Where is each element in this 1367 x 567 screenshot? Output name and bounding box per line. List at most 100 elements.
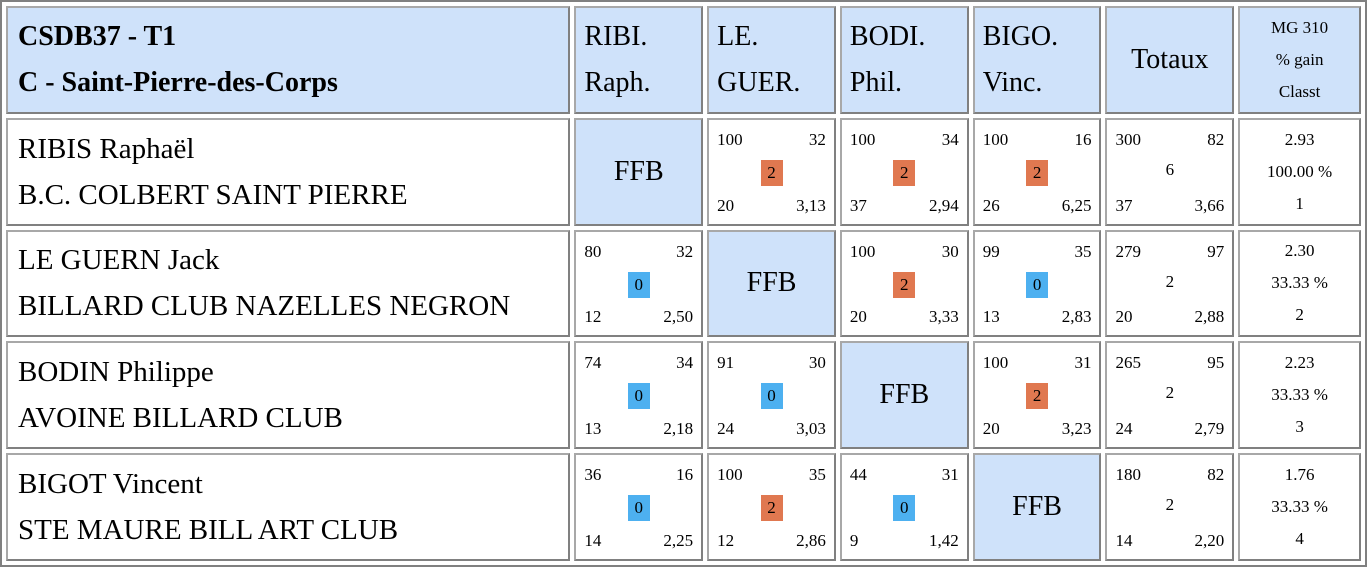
points-value: 91 [717,353,735,373]
player-cell: BODIN Philippe AVOINE BILLARD CLUB [6,341,571,450]
col-header-line1: RIBI. [584,20,648,52]
mg-percent: 33.33 % [1271,497,1328,517]
points-value: 100 [717,465,743,485]
ffb-cell: FFB [574,117,704,226]
mg-value: 2.23 [1284,353,1315,373]
score-cell: 265 95 2 24 2,79 [1105,341,1235,450]
mg-rank: 4 [1295,529,1304,549]
mg-rank: 3 [1295,417,1304,437]
win-badge: 2 [893,271,916,298]
score-cell: 279 97 2 20 2,88 [1105,229,1235,338]
result-wrap: 2 [1107,272,1232,292]
player-name: LE GUERN Jack [18,244,220,277]
player-row: LE GUERN Jack BILLARD CLUB NAZELLES NEGRO… [6,229,1361,338]
total-result: 2 [1165,383,1175,403]
score-cell: 99 35 0 13 2,83 [972,229,1102,338]
serie-value: 30 [941,241,959,261]
score-cell: 100 32 2 20 3,13 [707,117,836,226]
points-value: 265 [1115,353,1141,373]
col-header-2: LE. GUER. [707,6,836,114]
moyenne-value: 2,20 [1194,531,1225,550]
result-wrap: 2 [1107,383,1232,403]
score-cell: 180 82 2 14 2,20 [1105,453,1235,561]
win-badge: 2 [1026,159,1049,186]
totals-header: Totaux [1105,6,1235,114]
col-header-line2: Raph. [584,66,651,98]
col-header-line1: BIGO. [982,20,1059,52]
mg-rank: 1 [1295,193,1304,213]
result-wrap: 0 [576,271,701,298]
mg-value: 2.93 [1284,129,1315,149]
player-name: BIGOT Vincent [18,468,203,501]
player-row: BIGOT Vincent STE MAURE BILL ART CLUB 36 16… [6,453,1361,561]
moyenne-value: 2,88 [1194,307,1225,327]
loss-badge: 0 [627,383,650,410]
score-cell: 91 30 0 24 3,03 [707,341,836,450]
score-cell: 100 16 2 26 6,25 [972,117,1102,226]
mg-header-line2: % gain [1275,49,1324,69]
points-value: 80 [584,241,602,261]
col-header-1: RIBI. Raph. [574,6,704,114]
header-row: CSDB37 - T1 C - Saint-Pierre-des-Corps R… [6,6,1361,114]
reprises-value: 20 [1115,307,1133,327]
score-cell: 74 34 0 13 2,18 [574,341,704,450]
serie-value: 82 [1207,465,1225,485]
mg-header-line3: Classt [1278,81,1321,101]
win-badge: 2 [760,495,783,522]
ffb-cell: FFB [707,229,836,338]
mg-header: MG 310 % gain Classt [1238,6,1361,114]
player-name: BODIN Philippe [18,356,214,389]
player-row: BODIN Philippe AVOINE BILLARD CLUB 74 34 0 13… [6,341,1361,450]
serie-value: 97 [1207,241,1225,261]
result-wrap: 6 [1107,160,1232,180]
moyenne-value: 2,83 [1061,307,1092,327]
competition-title: CSDB37 - T1 [18,20,177,52]
loss-badge: 0 [893,495,916,522]
reprises-value: 9 [849,531,859,550]
moyenne-value: 3,03 [796,419,826,439]
col-header-4: BIGO. Vinc. [972,6,1102,114]
player-cell: LE GUERN Jack BILLARD CLUB NAZELLES NEGRO… [6,229,571,338]
moyenne-value: 2,94 [928,195,959,215]
loss-badge: 0 [760,383,783,410]
result-wrap: 2 [975,159,1100,186]
win-badge: 2 [893,159,916,186]
col-header-line1: BODI. [849,20,926,52]
competition-subtitle: C - Saint-Pierre-des-Corps [18,66,338,98]
ffb-cell: FFB [839,341,969,450]
reprises-value: 20 [717,195,735,215]
mg-cell: 2.23 33.33 % 3 [1238,341,1361,450]
reprises-value: 26 [982,195,1000,215]
reprises-value: 24 [1115,419,1133,439]
result-wrap: 2 [709,495,834,522]
points-value: 100 [717,129,743,149]
serie-value: 82 [1207,129,1225,149]
total-result: 2 [1165,271,1175,291]
moyenne-value: 3,13 [796,195,826,215]
mg-cell: 1.76 33.33 % 4 [1238,453,1361,561]
total-result: 6 [1165,159,1175,179]
moyenne-value: 2,25 [663,531,694,550]
total-result: 2 [1165,495,1175,515]
reprises-value: 13 [584,419,602,439]
serie-value: 35 [1074,241,1092,261]
mg-header-line1: MG 310 [1271,17,1329,37]
moyenne-value: 6,25 [1061,195,1092,215]
player-club: B.C. COLBERT SAINT PIERRE [18,178,408,211]
points-value: 36 [584,465,602,485]
result-wrap: 2 [842,271,967,298]
serie-value: 34 [676,353,694,373]
col-header-line1: LE. [717,20,759,52]
score-cell: 300 82 6 37 3,66 [1105,117,1235,226]
serie-value: 16 [1074,129,1092,149]
serie-value: 32 [808,129,826,149]
loss-badge: 0 [627,495,650,522]
points-value: 100 [849,129,876,149]
serie-value: 31 [1074,353,1092,373]
reprises-value: 14 [584,531,602,550]
moyenne-value: 3,23 [1061,419,1092,439]
result-wrap: 2 [842,159,967,186]
reprises-value: 37 [849,195,867,215]
mg-rank: 2 [1295,305,1304,325]
win-badge: 2 [760,159,783,186]
